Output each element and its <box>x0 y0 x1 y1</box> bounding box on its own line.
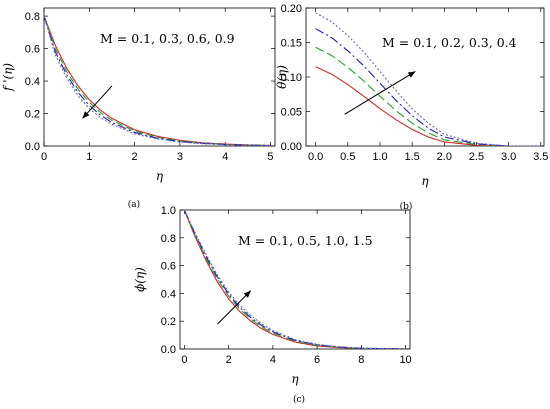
trend-arrow-head <box>407 71 416 78</box>
x-tick-label: 8 <box>358 354 364 366</box>
x-tick-label: 0.5 <box>340 151 355 163</box>
y-axis-label: ϕ(η) <box>133 267 147 292</box>
parameter-annotation: M = 0.1, 0.5, 1.0, 1.5 <box>238 233 373 248</box>
y-tick-label: 0.05 <box>281 107 302 119</box>
chart-panel-2: 0.0 0.5 1.0 1.5 2.0 2.5 3.0 3.5 0.00 0.05 0.10 0.15… <box>275 3 548 212</box>
trend-arrow-line <box>82 85 113 119</box>
chart-panel-3: 0 2 4 6 8 10 0.0 0.2 0.4 0.6 0.8 1.0 M = 0.1, 0.5, 1… <box>133 205 412 405</box>
x-tick-label: 0 <box>41 151 47 163</box>
y-tick-label: 0.00 <box>281 141 302 153</box>
x-tick-label: 5 <box>267 151 273 163</box>
y-tick-label: 0.2 <box>161 316 176 328</box>
parameter-annotation: M = 0.1, 0.3, 0.6, 0.9 <box>100 31 235 46</box>
panel-caption: (c) <box>293 394 305 405</box>
series-line-3 <box>183 210 406 349</box>
x-tick-label: 4 <box>270 354 276 366</box>
x-tick-label: 2 <box>226 354 232 366</box>
panel-caption: (b) <box>400 201 413 212</box>
y-tick-label: 0.4 <box>25 76 40 88</box>
y-tick-label: 0.4 <box>161 288 176 300</box>
series-line-1 <box>315 66 541 146</box>
x-tick-label: 1.5 <box>404 151 419 163</box>
y-tick-label: 0.20 <box>281 3 302 15</box>
y-tick-label: 0.0 <box>161 344 176 356</box>
y-tick-label: 0.10 <box>281 72 302 84</box>
y-tick-label: 1.0 <box>161 205 176 217</box>
y-tick-label: 0.6 <box>25 44 40 56</box>
x-tick-label: 10 <box>399 354 411 366</box>
series-line-1 <box>183 210 406 349</box>
parameter-annotation: M = 0.1, 0.2, 0.3, 0.4 <box>382 35 517 50</box>
trend-arrow-head <box>243 290 251 298</box>
trend-arrow-head <box>82 111 90 119</box>
x-tick-label: 2.5 <box>469 151 484 163</box>
x-tick-label: 1.0 <box>372 151 387 163</box>
y-tick-label: 0.8 <box>161 233 176 245</box>
plot-frame <box>179 209 411 350</box>
x-tick-label: 3.5 <box>533 151 548 163</box>
x-tick-label: 2 <box>132 151 138 163</box>
plot-frame <box>305 7 545 147</box>
y-axis-label: f '(η) <box>1 63 15 92</box>
trend-arrow-line <box>217 290 252 325</box>
plot-frame <box>43 7 276 147</box>
series-line-2 <box>183 210 406 349</box>
x-tick-label: 3.0 <box>501 151 516 163</box>
x-axis-label: η <box>156 169 164 183</box>
x-tick-label: 0.0 <box>308 151 323 163</box>
series-line-2 <box>315 46 541 146</box>
series-line-4 <box>44 15 271 146</box>
series-line-3 <box>315 28 541 146</box>
x-axis-label: η <box>421 174 429 188</box>
y-tick-label: 0.8 <box>25 11 40 23</box>
y-tick-label: 0.6 <box>161 261 176 273</box>
x-tick-label: 2.0 <box>437 151 452 163</box>
panel-caption: (a) <box>128 199 140 210</box>
y-tick-label: 0.0 <box>25 141 40 153</box>
x-tick-label: 0 <box>181 354 187 366</box>
y-tick-label: 0.15 <box>281 38 302 50</box>
x-axis-label: η <box>291 372 299 386</box>
trend-arrow-line <box>344 71 416 115</box>
series-line-4 <box>315 12 541 146</box>
x-tick-label: 4 <box>222 151 228 163</box>
series-line-4 <box>183 210 406 349</box>
x-tick-label: 1 <box>86 151 92 163</box>
chart-panel-1: 0 1 2 3 4 5 0.0 0.2 0.4 0.6 0.8 M = 0.1, 0.3, 0.6, … <box>1 7 276 210</box>
x-tick-label: 3 <box>177 151 183 163</box>
y-axis-label: θ(η) <box>275 65 289 89</box>
x-tick-label: 6 <box>314 354 320 366</box>
y-tick-label: 0.2 <box>25 109 40 121</box>
